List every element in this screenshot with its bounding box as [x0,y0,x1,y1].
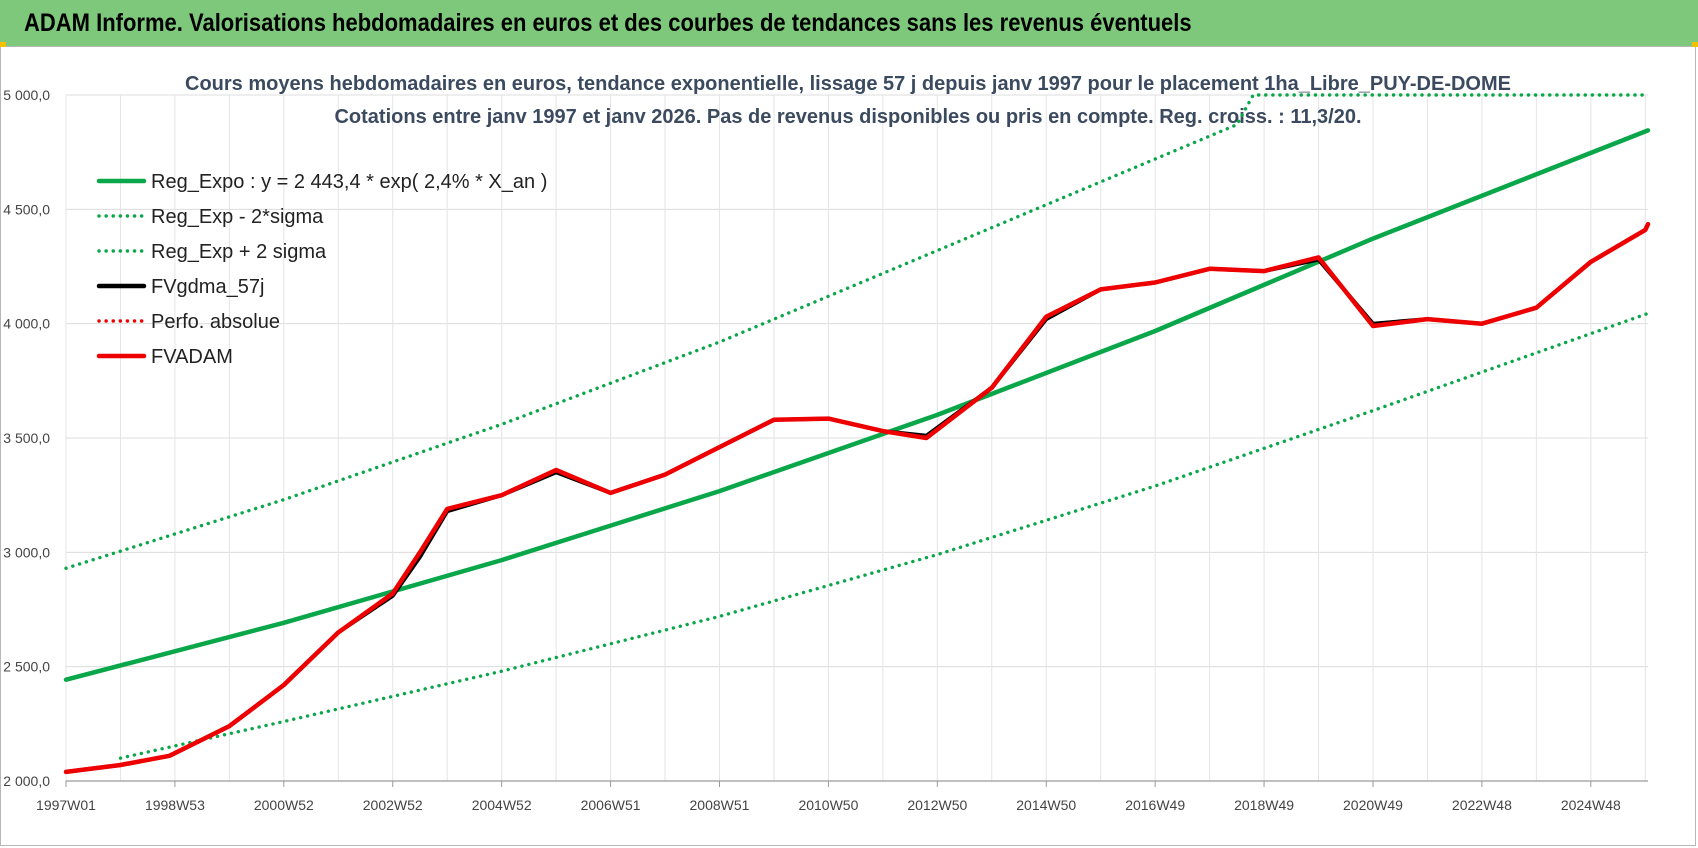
banner-title: ADAM Informe. Valorisations hebdomadaire… [24,9,1192,37]
corner-marker [1692,42,1698,47]
corner-marker [0,42,6,47]
banner: ADAM Informe. Valorisations hebdomadaire… [0,0,1698,47]
x-tick-label: 2022W48 [1452,797,1512,813]
x-tick-label: 1997W01 [36,797,96,813]
x-tick-label: 2016W49 [1125,797,1185,813]
chart-frame [0,46,1696,846]
axes: 2 000,0 2 500,0 3 000,0 3 500,0 4 000,0 4 500… [3,87,1648,813]
y-tick-label: 2 000,0 [3,773,50,789]
x-tick-label: 2018W49 [1234,797,1294,813]
x-tick-label: 2008W51 [690,797,750,813]
x-tick-label: 2006W51 [581,797,641,813]
legend-label: FVgdma_57j [151,276,264,298]
x-tick-label: 2020W49 [1343,797,1403,813]
chart-title: Cours moyens hebdomadaires en euros, ten… [185,73,1511,95]
legend-label: Reg_Exp + 2 sigma [151,241,327,263]
y-tick-label: 4 500,0 [3,201,50,217]
x-tick-label: 2024W48 [1561,797,1621,813]
y-tick-label: 3 500,0 [3,430,50,446]
series [63,93,1651,775]
series-line-5 [63,221,1651,775]
x-tick-label: 2014W50 [1016,797,1076,813]
y-tick-label: 3 000,0 [3,544,50,560]
series-line-2 [64,93,1650,570]
x-tick-label: 2000W52 [254,797,314,813]
chart-subtitle: Cotations entre janv 1997 et janv 2026. … [334,106,1361,128]
legend-label: Reg_Exp - 2*sigma [151,206,324,228]
x-tick-label: 2002W52 [363,797,423,813]
x-tick-label: 2010W50 [798,797,858,813]
x-tick-label: 2012W50 [907,797,967,813]
y-tick-label: 4 000,0 [3,316,50,332]
y-tick-label: 5 000,0 [3,87,50,103]
x-tick-label: 2004W52 [472,797,532,813]
grid [65,94,1648,782]
legend-label: FVADAM [151,346,233,368]
y-tick-label: 2 500,0 [3,659,50,675]
legend-label: Perfo. absolue [151,311,280,333]
x-tick-label: 1998W53 [145,797,205,813]
legend: Reg_Expo : y = 2 443,4 * exp( 2,4% * X_a… [96,171,547,368]
series-line-0 [63,128,1651,682]
legend-label: Reg_Expo : y = 2 443,4 * exp( 2,4% * X_a… [151,171,547,193]
series-line-1 [118,311,1650,760]
series-line-3 [64,222,1650,774]
